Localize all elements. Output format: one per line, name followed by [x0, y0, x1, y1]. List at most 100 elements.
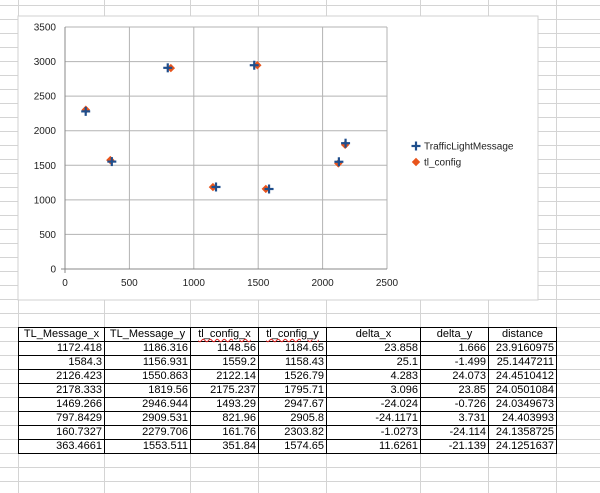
table-row: 160.7327 2279.706 161.76 2303.82 -1.0273…: [18, 425, 557, 440]
table-cell[interactable]: 1.666: [420, 341, 489, 356]
chart-legend: TrafficLightMessage tl_config: [411, 141, 514, 169]
table-cell[interactable]: 2126.423: [18, 369, 105, 384]
table-cell[interactable]: -24.024: [326, 397, 421, 412]
table-cell[interactable]: 1574.65: [258, 439, 327, 454]
table-cell[interactable]: 351.84: [190, 439, 259, 454]
table-cell[interactable]: 25.1447211: [488, 355, 557, 370]
table-cell[interactable]: 2178.333: [18, 383, 105, 398]
table-row: 1584.3 1156.931 1559.2 1158.43 25.1 -1.4…: [18, 355, 557, 370]
table-cell[interactable]: 1158.43: [258, 355, 327, 370]
scatter-chart[interactable]: 0 500 1000 1500 2000 2500 0 500 1000 1500 2000 250…: [17, 15, 539, 301]
table-cell[interactable]: 11.6261: [326, 439, 421, 454]
table-cell[interactable]: 24.0349673: [488, 397, 557, 412]
table-cell[interactable]: 1148.56: [190, 341, 259, 356]
table-cell[interactable]: -24.1171: [326, 411, 421, 426]
trafficlightmessage-point: [107, 157, 117, 167]
table-row: 1469.266 2946.944 1493.29 2947.67 -24.02…: [18, 397, 557, 412]
table-cell[interactable]: 24.4510412: [488, 369, 557, 384]
table-cell[interactable]: 25.1: [326, 355, 421, 370]
table-cell[interactable]: 1469.266: [18, 397, 105, 412]
table-cell[interactable]: 24.0501084: [488, 383, 557, 398]
table-cell[interactable]: 363.4661: [18, 439, 105, 454]
table-cell[interactable]: -0.726: [420, 397, 489, 412]
legend-diamond-marker-icon: [411, 157, 421, 167]
table-cell[interactable]: 2947.67: [258, 397, 327, 412]
table-cell[interactable]: 4.283: [326, 369, 421, 384]
y-tick-label: 0: [50, 265, 56, 276]
header-tl-config-x[interactable]: tl_config_x: [190, 327, 259, 342]
data-table: TL_Message_x TL_Message_y tl_config_x tl…: [18, 327, 557, 454]
table-cell[interactable]: 797.8429: [18, 411, 105, 426]
header-delta-y[interactable]: delta_y: [420, 327, 489, 342]
table-cell[interactable]: 24.403993: [488, 411, 557, 426]
table-cell[interactable]: 1493.29: [190, 397, 259, 412]
table-cell[interactable]: -24.114: [420, 425, 489, 440]
legend-label: TrafficLightMessage: [424, 142, 514, 153]
table-cell[interactable]: 1172.418: [18, 341, 105, 356]
table-cell[interactable]: 1559.2: [190, 355, 259, 370]
chart-marks: [81, 60, 351, 194]
table-header-row: TL_Message_x TL_Message_y tl_config_x tl…: [18, 327, 557, 342]
table-cell[interactable]: 821.96: [190, 411, 259, 426]
table-cell[interactable]: 1526.79: [258, 369, 327, 384]
table-cell[interactable]: 2175.237: [190, 383, 259, 398]
table-row: 2178.333 1819.56 2175.237 1795.71 3.096 …: [18, 383, 557, 398]
table-cell[interactable]: 24.1358725: [488, 425, 557, 440]
table-cell[interactable]: 1156.931: [104, 355, 191, 370]
table-cell[interactable]: -1.499: [420, 355, 489, 370]
table-cell[interactable]: 2279.706: [104, 425, 191, 440]
y-axis-tick-labels: 0 500 1000 1500 2000 2500 3000 3500: [34, 23, 57, 276]
y-tick-label: 1500: [34, 161, 57, 172]
data-table-region: TL_Message_x TL_Message_y tl_config_x tl…: [18, 327, 557, 454]
trafficlightmessage-point: [211, 182, 221, 192]
table-cell[interactable]: 1795.71: [258, 383, 327, 398]
table-cell[interactable]: 1553.511: [104, 439, 191, 454]
x-axis-tick-labels: 0 500 1000 1500 2000 2500: [62, 278, 398, 289]
table-cell[interactable]: 2946.944: [104, 397, 191, 412]
table-cell[interactable]: 23.858: [326, 341, 421, 356]
table-row: 797.8429 2909.531 821.96 2905.8 -24.1171…: [18, 411, 557, 426]
table-cell[interactable]: 1186.316: [104, 341, 191, 356]
table-cell[interactable]: 3.731: [420, 411, 489, 426]
table-cell[interactable]: 2303.82: [258, 425, 327, 440]
table-cell[interactable]: 2909.531: [104, 411, 191, 426]
x-tick-label: 500: [121, 278, 138, 289]
y-tick-label: 2000: [34, 126, 57, 137]
trafficlightmessage-point: [264, 184, 274, 194]
table-cell[interactable]: -21.139: [420, 439, 489, 454]
table-cell[interactable]: 23.85: [420, 383, 489, 398]
table-cell[interactable]: 2905.8: [258, 411, 327, 426]
header-tl-message-y[interactable]: TL_Message_y: [104, 327, 191, 342]
chart-area: [17, 15, 539, 301]
table-cell[interactable]: 24.1251637: [488, 439, 557, 454]
table-cell[interactable]: 24.073: [420, 369, 489, 384]
y-tick-label: 3000: [34, 57, 57, 68]
table-row: 1172.418 1186.316 1148.56 1184.65 23.858…: [18, 341, 557, 356]
trafficlightmessage-point: [249, 60, 259, 70]
header-tl-config-y-text: tl_config_y: [266, 328, 319, 340]
table-cell[interactable]: 23.9160975: [488, 341, 557, 356]
y-tick-label: 1000: [34, 195, 57, 206]
x-tick-label: 1000: [183, 278, 206, 289]
table-cell[interactable]: 1819.56: [104, 383, 191, 398]
y-tick-label: 500: [39, 230, 56, 241]
table-cell[interactable]: 3.096: [326, 383, 421, 398]
table-cell[interactable]: 1550.863: [104, 369, 191, 384]
header-tl-config-y[interactable]: tl_config_y: [258, 327, 327, 342]
table-cell[interactable]: -1.0273: [326, 425, 421, 440]
legend-plus-marker-icon: [411, 141, 421, 151]
table-cell[interactable]: 1584.3: [18, 355, 105, 370]
y-tick-label: 3500: [34, 23, 57, 34]
table-cell[interactable]: 1184.65: [258, 341, 327, 356]
header-delta-x[interactable]: delta_x: [326, 327, 421, 342]
table-cell[interactable]: 160.7327: [18, 425, 105, 440]
table-cell[interactable]: 161.76: [190, 425, 259, 440]
table-row: 363.4661 1553.511 351.84 1574.65 11.6261…: [18, 439, 557, 454]
header-tl-config-x-text: tl_config_x: [198, 328, 251, 340]
x-tick-label: 0: [62, 278, 68, 289]
table-cell[interactable]: 2122.14: [190, 369, 259, 384]
x-tick-label: 2500: [376, 278, 399, 289]
header-distance[interactable]: distance: [488, 327, 557, 342]
header-tl-message-x[interactable]: TL_Message_x: [18, 327, 105, 342]
